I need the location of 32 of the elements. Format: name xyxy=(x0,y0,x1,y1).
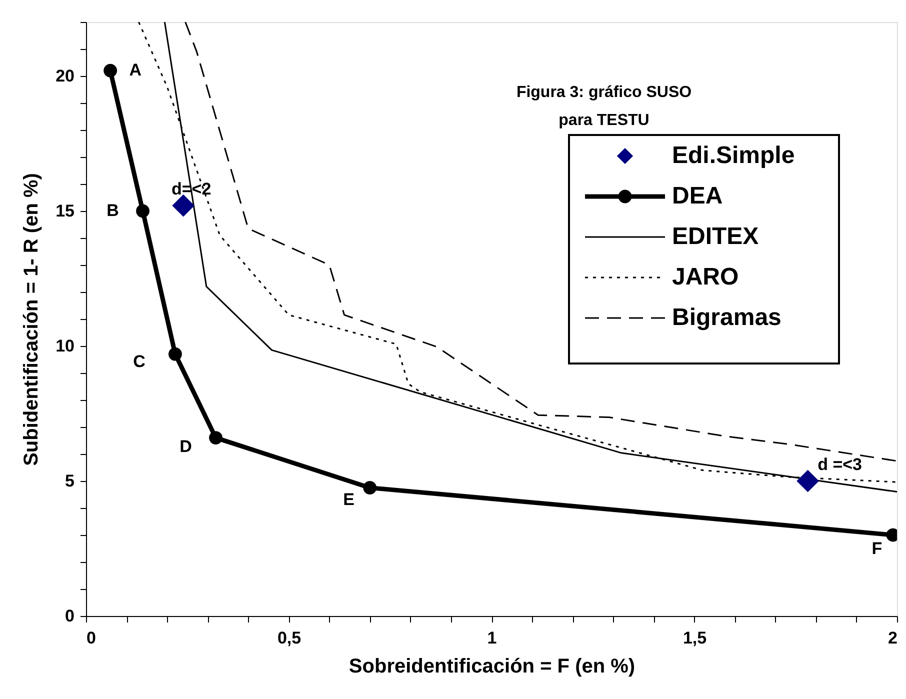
y-tick-label: 15 xyxy=(56,202,74,220)
x-tick-label: 0 xyxy=(86,628,96,648)
x-tick-label: 0,5 xyxy=(277,628,302,648)
x-tick-label: 2 xyxy=(888,628,898,648)
annotation: B xyxy=(106,201,119,220)
x-axis-title: Sobreidentificación = F (en %) xyxy=(348,656,636,678)
annotation: C xyxy=(133,352,146,372)
point xyxy=(104,64,118,78)
x-tick-label: 1,5 xyxy=(682,628,707,648)
point xyxy=(172,194,194,217)
annotation: E xyxy=(343,490,355,509)
y-tick-label: 0 xyxy=(65,606,74,626)
point xyxy=(796,470,819,492)
legend-label: Edi.Simple xyxy=(672,142,795,169)
x-tick-label: 1 xyxy=(487,628,497,648)
annotation: F xyxy=(872,539,882,558)
y-tick-label: 5 xyxy=(65,472,74,490)
point xyxy=(136,204,150,218)
legend-label: DEA xyxy=(672,182,723,210)
annotation: A xyxy=(129,60,142,80)
legend-label: Bigramas xyxy=(672,304,782,331)
point xyxy=(363,481,377,494)
legend-label: JARO xyxy=(672,264,739,290)
y-tick-label: 10 xyxy=(56,336,74,356)
legend-label: EDITEX xyxy=(672,223,759,250)
text: Figura 3: gráfico SUSO para TESTU xyxy=(516,84,692,129)
y-axis-title: Subidentificación = 1- R (en %) xyxy=(20,173,43,466)
annotation: D xyxy=(180,436,192,456)
point xyxy=(168,347,182,361)
annotation: d =<3 xyxy=(818,455,862,474)
point xyxy=(209,431,222,444)
y-tick-label: 20 xyxy=(56,66,74,86)
